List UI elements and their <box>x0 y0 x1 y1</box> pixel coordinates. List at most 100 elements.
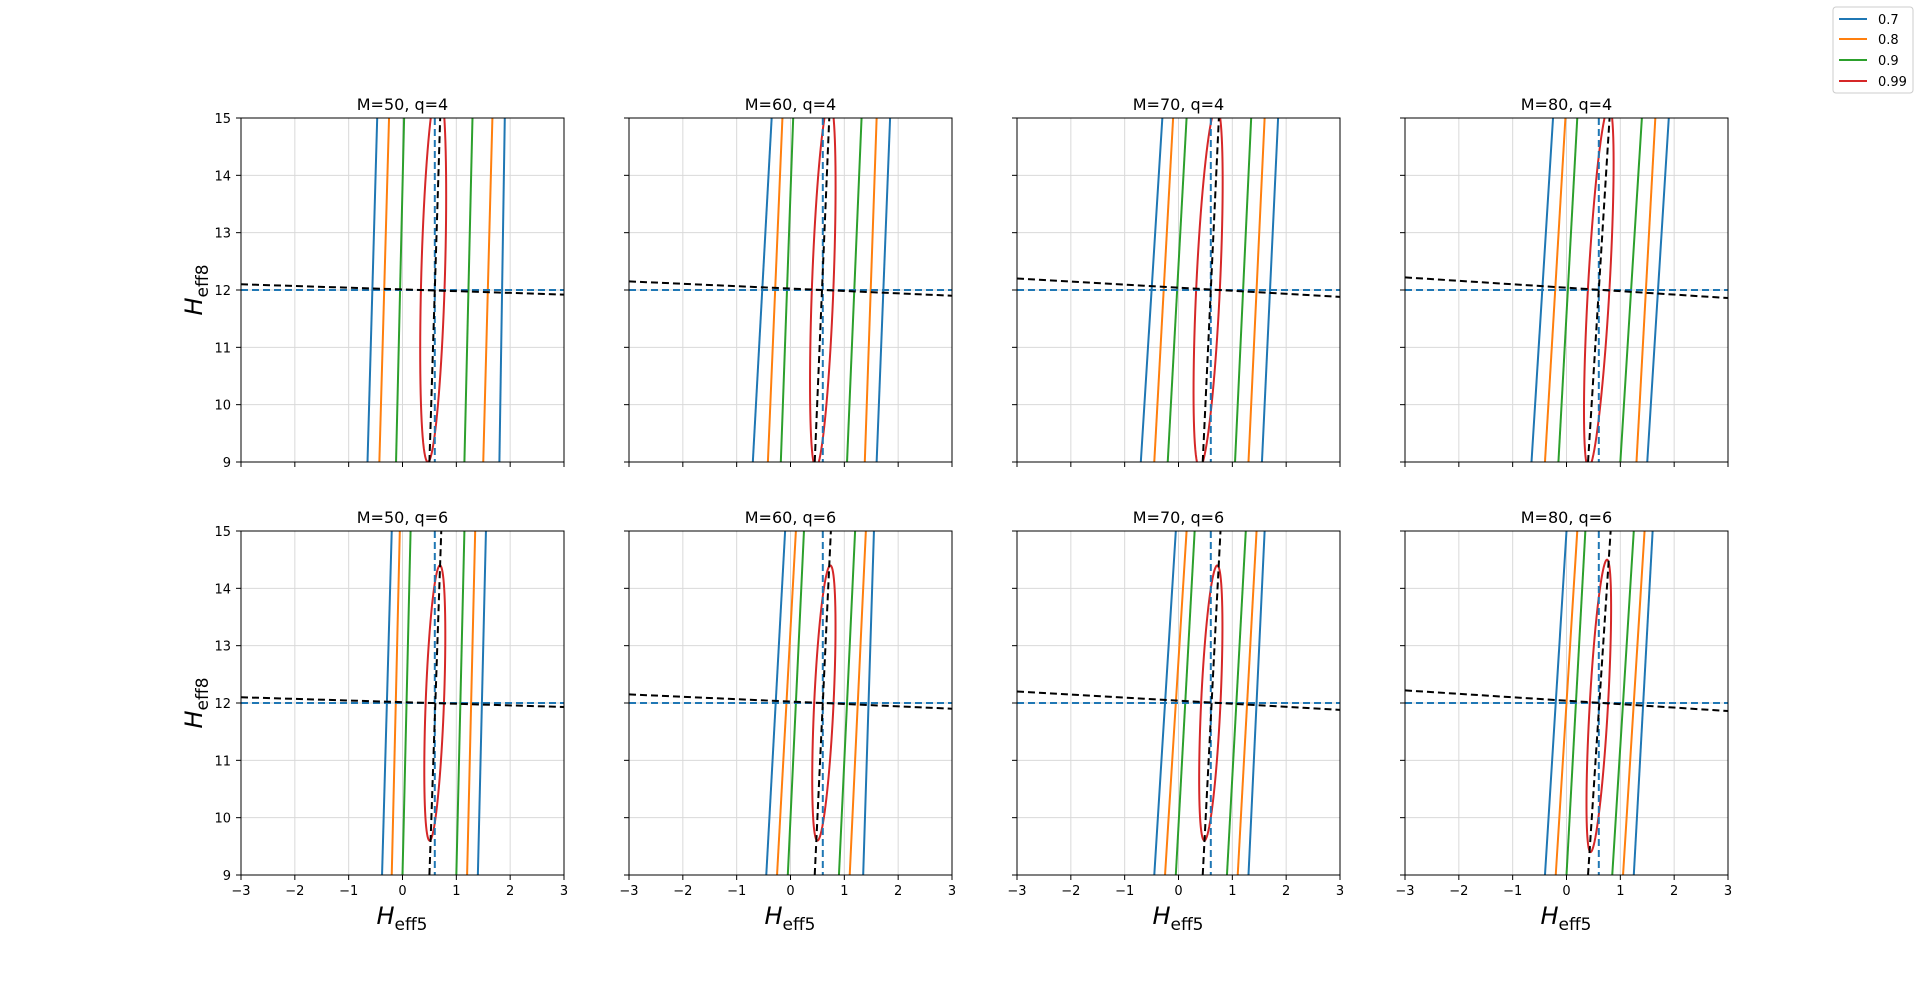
panel-title: M=70, q=6 <box>1133 508 1224 527</box>
y-tick-label: 15 <box>214 112 231 127</box>
legend-entry-2: 0.8 <box>1839 33 1899 48</box>
panel-title: M=60, q=4 <box>745 95 836 114</box>
plot-area <box>1405 118 1728 462</box>
y-tick-label: 14 <box>214 169 231 184</box>
panel-title: M=50, q=4 <box>357 95 448 114</box>
x-tick-label: −1 <box>1503 884 1522 899</box>
x-tick-label: 3 <box>1724 884 1732 899</box>
contour-0.9-right <box>1225 531 1247 875</box>
legend-label-2: 0.8 <box>1878 33 1899 48</box>
x-tick-label: 3 <box>560 884 568 899</box>
x-tick-label: −2 <box>285 884 304 899</box>
contour-0.8-right <box>466 531 477 875</box>
y-tick-label: 10 <box>214 812 231 827</box>
y-tick-label: 10 <box>214 399 231 414</box>
contour-0.7-right <box>1247 531 1266 875</box>
panel-title: M=80, q=4 <box>1521 95 1612 114</box>
contour-0.7-left <box>1543 531 1568 875</box>
y-tick-label: 12 <box>214 697 231 712</box>
plot-area <box>241 531 564 875</box>
contour-0.8-left <box>1554 531 1579 875</box>
x-tick-label: −2 <box>1061 884 1080 899</box>
panel-2: M=60, q=4 <box>624 95 953 467</box>
plot-area <box>1017 531 1340 875</box>
contour-0.8-right <box>848 531 867 875</box>
plot-area <box>241 118 564 462</box>
contour-0.8-right <box>1247 118 1266 462</box>
legend: 0.7 0.8 0.9 0.99 <box>1832 6 1914 94</box>
contour-0.7-right <box>1632 531 1654 875</box>
degeneracy-line <box>629 280 952 297</box>
x-tick-label: −1 <box>1115 884 1134 899</box>
contour-0.7-right <box>862 531 875 875</box>
y-tick-label: 12 <box>214 284 231 299</box>
x-tick-label: 0 <box>786 884 794 899</box>
x-tick-label: −1 <box>339 884 358 899</box>
contour-0.99-ellipse <box>1585 558 1613 853</box>
y-tick-label: 11 <box>214 754 231 769</box>
degeneracy-line <box>1017 690 1340 711</box>
contour-0.7-left <box>366 118 379 462</box>
x-axis-label-col1: Heff5 <box>376 902 427 935</box>
x-tick-label: −3 <box>1007 884 1026 899</box>
x-axis-label-col3: Heff5 <box>1152 902 1203 935</box>
contour-0.99-ellipse <box>419 118 448 462</box>
y-tick-label: 9 <box>223 456 231 471</box>
degeneracy-line <box>1017 277 1340 298</box>
x-tick-label: 2 <box>506 884 514 899</box>
panel-7: −3 −2 −1 0 1 2 3 M=70, q=6 <box>1007 508 1344 899</box>
y-tick-label: 11 <box>214 341 231 356</box>
x-tick-label: −1 <box>727 884 746 899</box>
panel-title: M=70, q=4 <box>1133 95 1224 114</box>
legend-entry-4: 0.99 <box>1839 75 1907 90</box>
degeneracy-line <box>1405 276 1728 300</box>
y-tick-label: 14 <box>214 582 231 597</box>
contour-0.8-right <box>1635 118 1657 462</box>
contour-0.8-left <box>1543 118 1567 462</box>
x-tick-label: 0 <box>1562 884 1570 899</box>
x-axis-label-col4: Heff5 <box>1540 902 1591 935</box>
x-tick-label: −3 <box>231 884 250 899</box>
degeneracy-line <box>813 531 832 875</box>
panel-1: 9 10 11 12 13 14 15 M=50, q=4 <box>214 95 565 471</box>
legend-label-3: 0.9 <box>1878 54 1899 69</box>
y-axis-label-row1: Heff8 <box>180 264 213 315</box>
panel-title: M=80, q=6 <box>1521 508 1612 527</box>
x-tick-label: −2 <box>673 884 692 899</box>
plot-area <box>629 118 952 462</box>
panel-6: −3 −2 −1 0 1 2 3 M=60, q=6 <box>619 508 956 899</box>
degeneracy-line <box>1587 531 1612 875</box>
contour-0.99-ellipse <box>1192 118 1224 462</box>
contour-0.7-right <box>476 531 487 875</box>
contour-0.9-right <box>837 531 857 875</box>
contour-0.9-right <box>463 118 474 462</box>
x-tick-label: 2 <box>1670 884 1678 899</box>
degeneracy-line <box>1201 531 1222 875</box>
degeneracy-line <box>813 118 831 462</box>
x-tick-label: 1 <box>840 884 848 899</box>
y-tick-label: 13 <box>214 227 231 242</box>
x-axis-label-col2: Heff5 <box>764 902 815 935</box>
x-tick-label: 3 <box>1336 884 1344 899</box>
x-tick-label: −3 <box>619 884 638 899</box>
degeneracy-line <box>241 283 564 296</box>
degeneracy-line <box>1587 118 1611 462</box>
x-tick-label: −2 <box>1449 884 1468 899</box>
plot-area <box>1017 118 1340 462</box>
contour-0.8-right <box>863 118 878 462</box>
panel-title: M=50, q=6 <box>357 508 448 527</box>
legend-entry-1: 0.7 <box>1839 13 1899 28</box>
contour-0.9-right <box>1611 531 1635 875</box>
degeneracy-line <box>1201 118 1220 462</box>
legend-entry-3: 0.9 <box>1839 54 1899 69</box>
legend-label-1: 0.7 <box>1878 13 1899 28</box>
contour-0.9-left <box>1557 118 1579 462</box>
contour-0.7-right <box>498 118 506 462</box>
contour-0.99-ellipse <box>1582 118 1615 462</box>
degeneracy-line <box>241 696 564 709</box>
x-tick-label: 3 <box>948 884 956 899</box>
degeneracy-line <box>629 693 952 710</box>
